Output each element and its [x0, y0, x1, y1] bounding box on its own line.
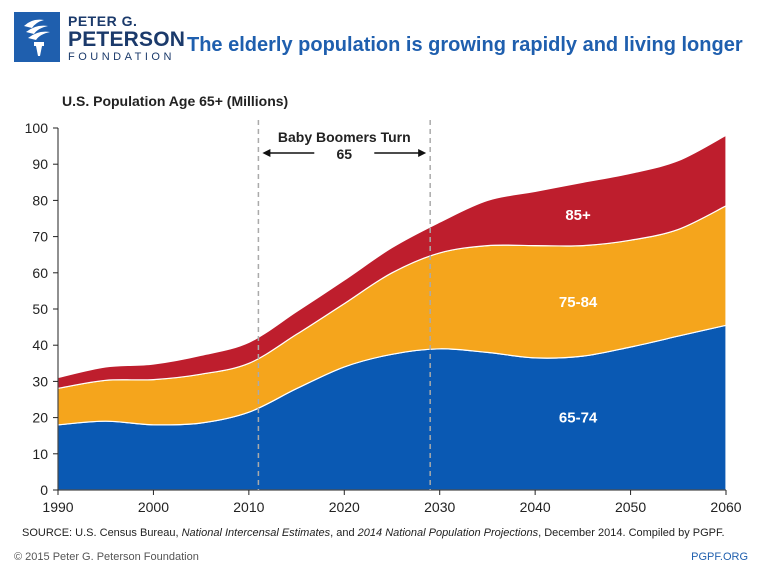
y-tick-label: 60 — [32, 265, 48, 281]
y-tick-label: 80 — [32, 192, 48, 208]
source-prefix: SOURCE: U.S. Census Bureau, — [22, 527, 182, 539]
y-tick-label: 20 — [32, 410, 48, 426]
annotation-arrowhead-right — [418, 149, 427, 157]
y-axis-label: U.S. Population Age 65+ (Millions) — [62, 93, 289, 109]
source-note: SOURCE: U.S. Census Bureau, National Int… — [22, 527, 725, 539]
y-tick-label: 40 — [32, 337, 48, 353]
annotation-label-line1: Baby Boomers Turn — [278, 129, 411, 145]
x-tick-label: 2050 — [615, 499, 646, 515]
area-series-85- — [57, 134, 727, 390]
x-tick-label: 2060 — [710, 499, 741, 515]
y-tick-label: 10 — [32, 446, 48, 462]
y-tick-label: 0 — [40, 482, 48, 498]
y-tick-label: 70 — [32, 229, 48, 245]
source-italic-1: National Intercensal Estimates — [181, 527, 331, 539]
logo: PETER G. PETERSON FOUNDATION — [14, 12, 185, 72]
y-tick-label: 100 — [25, 120, 49, 136]
series-label-65-74: 65-74 — [559, 409, 598, 426]
website-link[interactable]: PGPF.ORG — [691, 551, 748, 563]
annotation-arrowhead-left — [262, 149, 271, 157]
x-tick-label: 2040 — [520, 499, 551, 515]
source-mid: , and — [330, 527, 358, 539]
x-tick-label: 2010 — [233, 499, 264, 515]
series-label-85-: 85+ — [565, 207, 591, 224]
series-label-75-84: 75-84 — [559, 294, 598, 311]
logo-wordmark: PETER G. PETERSON FOUNDATION — [68, 14, 185, 63]
y-tick-label: 30 — [32, 373, 48, 389]
x-tick-label: 2000 — [138, 499, 169, 515]
copyright-text: © 2015 Peter G. Peterson Foundation — [14, 551, 199, 563]
annotation-label-line2: 65 — [336, 146, 352, 162]
logo-line1: PETER G. — [68, 13, 138, 29]
x-tick-label: 2020 — [329, 499, 360, 515]
torch-logo-icon — [14, 12, 60, 62]
source-suffix: , December 2014. Compiled by PGPF. — [538, 527, 725, 539]
logo-line2: PETERSON — [68, 28, 186, 51]
x-tick-label: 1990 — [42, 499, 73, 515]
y-tick-label: 90 — [32, 156, 48, 172]
logo-line3: FOUNDATION — [68, 51, 175, 63]
y-tick-label: 50 — [32, 301, 48, 317]
x-tick-label: 2030 — [424, 499, 455, 515]
chart-headline: The elderly population is growing rapidl… — [187, 34, 743, 56]
source-italic-2: 2014 National Population Projections — [357, 527, 539, 539]
